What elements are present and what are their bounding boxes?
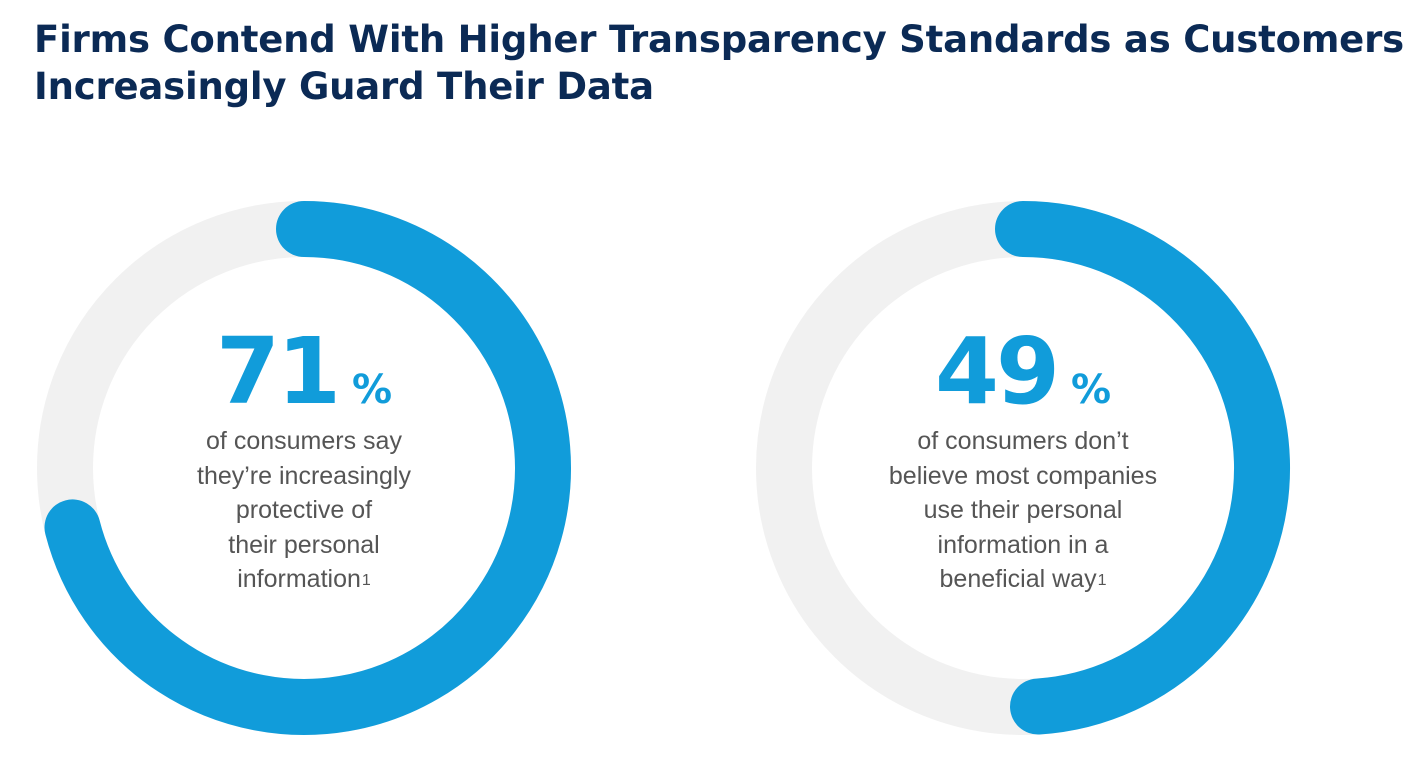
stat-description: of consumers say they’re increasingly pr… — [124, 424, 484, 597]
footnote-marker: 1 — [1097, 572, 1107, 589]
donut-svg — [756, 201, 1290, 735]
donut-chart-consumers-protective: 71 % of consumers say they’re increasing… — [34, 198, 574, 738]
donut-center-label: 71 % of consumers say they’re increasing… — [124, 322, 484, 597]
stat-description-text: of consumers don’t believe most companie… — [888, 427, 1158, 593]
stat-unit: % — [351, 367, 393, 413]
donut-center-label: 49 % of consumers don’t believe most com… — [843, 322, 1203, 597]
stat-value: 49 % — [935, 322, 1111, 422]
donut-value-arc — [44, 201, 571, 735]
stat-unit: % — [1070, 367, 1112, 413]
donut-chart-consumers-distrust: 49 % of consumers don’t believe most com… — [753, 198, 1293, 738]
stat-description: of consumers don’t believe most companie… — [843, 424, 1203, 597]
donut-svg — [37, 201, 571, 735]
footnote-marker: 1 — [361, 572, 371, 589]
stat-number: 49 — [934, 318, 1060, 425]
stat-number: 71 — [215, 318, 341, 425]
stat-value: 71 % — [216, 322, 392, 422]
page-title: Firms Contend With Higher Transparency S… — [34, 18, 1404, 108]
donut-value-arc — [995, 201, 1290, 735]
stat-description-text: of consumers say they’re increasingly pr… — [197, 427, 411, 593]
